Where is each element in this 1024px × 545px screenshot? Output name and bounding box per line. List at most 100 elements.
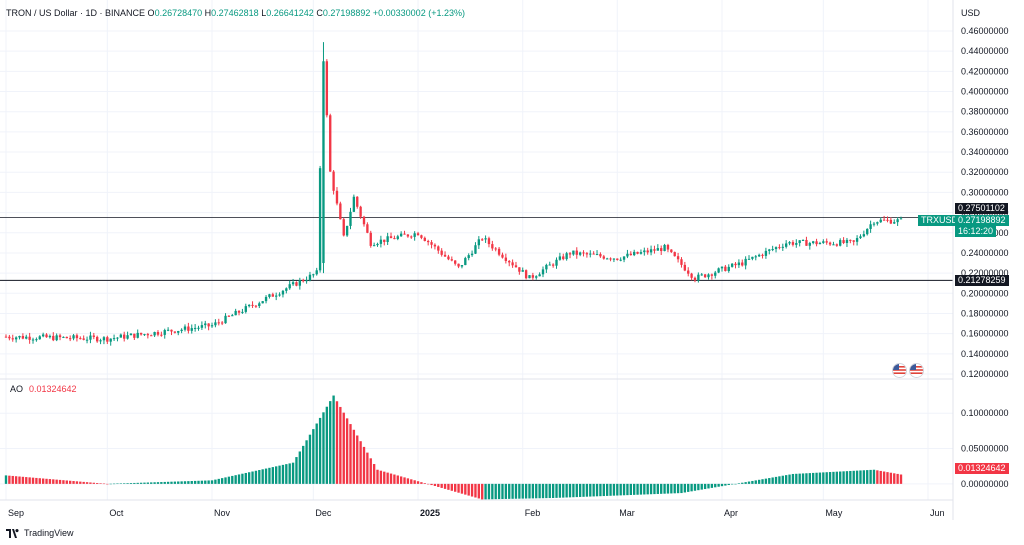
ao-bar[interactable]	[396, 475, 399, 484]
ao-bar[interactable]	[643, 483, 646, 495]
ao-bar[interactable]	[302, 445, 305, 484]
ao-bar[interactable]	[187, 481, 190, 484]
candle-body[interactable]	[443, 254, 447, 257]
candle-body[interactable]	[437, 246, 440, 251]
ao-bar[interactable]	[278, 465, 281, 484]
ao-bar[interactable]	[646, 483, 649, 495]
ao-bar[interactable]	[582, 483, 585, 497]
ao-bar[interactable]	[136, 482, 139, 484]
ao-bar[interactable]	[99, 483, 102, 484]
candle-body[interactable]	[757, 254, 761, 257]
candle-body[interactable]	[153, 332, 156, 336]
candle-body[interactable]	[852, 240, 855, 242]
candle-body[interactable]	[312, 274, 315, 276]
ao-bar[interactable]	[717, 483, 720, 487]
candle-body[interactable]	[227, 315, 231, 317]
candle-body[interactable]	[622, 256, 626, 260]
candle-body[interactable]	[849, 239, 852, 241]
ao-bar[interactable]	[312, 429, 315, 484]
candle-body[interactable]	[220, 322, 224, 324]
ao-bar[interactable]	[35, 477, 38, 484]
candle-body[interactable]	[264, 296, 268, 302]
candle-body[interactable]	[136, 332, 139, 338]
ao-bar[interactable]	[224, 477, 227, 484]
candle-body[interactable]	[52, 335, 55, 341]
ao-bar[interactable]	[649, 483, 653, 495]
ao-bar[interactable]	[747, 481, 751, 484]
ao-bar[interactable]	[4, 475, 8, 484]
candle-body[interactable]	[737, 262, 741, 266]
ao-bar[interactable]	[217, 478, 220, 484]
ao-bar[interactable]	[200, 480, 204, 484]
ao-bar[interactable]	[210, 480, 214, 484]
ao-bar[interactable]	[423, 483, 426, 484]
ao-bar[interactable]	[676, 483, 680, 494]
candle-body[interactable]	[247, 304, 251, 307]
ao-bar[interactable]	[163, 481, 166, 484]
candle-body[interactable]	[497, 248, 501, 255]
ao-bar[interactable]	[420, 482, 423, 484]
ao-bar[interactable]	[197, 480, 200, 484]
candle-body[interactable]	[761, 254, 764, 256]
ao-bar[interactable]	[504, 483, 508, 499]
ao-bar[interactable]	[680, 483, 683, 494]
ao-bar[interactable]	[585, 483, 589, 497]
candle-body[interactable]	[845, 239, 849, 244]
candle-body[interactable]	[4, 336, 8, 338]
candle-body[interactable]	[693, 277, 697, 281]
candle-body[interactable]	[72, 335, 75, 339]
ao-bar[interactable]	[52, 479, 55, 484]
candle-body[interactable]	[747, 258, 751, 260]
candle-body[interactable]	[862, 234, 866, 237]
candle-body[interactable]	[426, 240, 430, 243]
ao-bar[interactable]	[896, 473, 899, 484]
ao-bar[interactable]	[727, 483, 730, 486]
ao-bar[interactable]	[761, 479, 764, 484]
ao-bar[interactable]	[855, 470, 859, 484]
candle-body[interactable]	[112, 338, 116, 340]
candle-body[interactable]	[271, 294, 274, 297]
candle-body[interactable]	[8, 336, 11, 339]
ao-bar[interactable]	[139, 482, 143, 484]
candle-body[interactable]	[372, 245, 376, 247]
ao-bar[interactable]	[75, 481, 79, 484]
candle-body[interactable]	[649, 249, 653, 253]
ao-bar[interactable]	[524, 483, 528, 499]
candle-body[interactable]	[75, 335, 79, 339]
ao-bar[interactable]	[345, 418, 349, 484]
candle-body[interactable]	[585, 253, 589, 255]
candle-body[interactable]	[396, 236, 399, 239]
candle-body[interactable]	[298, 280, 302, 286]
candle-body[interactable]	[146, 334, 150, 336]
candle-body[interactable]	[801, 239, 805, 241]
ao-bar[interactable]	[575, 483, 578, 498]
candle-body[interactable]	[21, 335, 25, 339]
ao-bar[interactable]	[268, 467, 271, 484]
candle-body[interactable]	[376, 243, 379, 246]
ao-bar[interactable]	[207, 480, 210, 484]
ao-bar[interactable]	[798, 473, 801, 484]
candle-body[interactable]	[633, 251, 636, 256]
ao-bar[interactable]	[241, 473, 244, 484]
ao-bar[interactable]	[234, 475, 237, 484]
candle-body[interactable]	[866, 228, 869, 235]
candle-body[interactable]	[707, 274, 710, 278]
ao-bar[interactable]	[126, 483, 129, 484]
candle-body[interactable]	[89, 335, 92, 340]
candle-body[interactable]	[295, 282, 298, 286]
candle-body[interactable]	[315, 270, 318, 275]
candlestick-series[interactable]	[4, 42, 903, 346]
ao-bar[interactable]	[700, 483, 703, 490]
ao-bar[interactable]	[379, 470, 383, 484]
ao-bar[interactable]	[768, 478, 771, 484]
candle-body[interactable]	[568, 253, 572, 255]
ao-bar[interactable]	[454, 483, 457, 492]
candle-body[interactable]	[855, 238, 859, 242]
ao-bar[interactable]	[663, 483, 666, 494]
ao-bar[interactable]	[690, 483, 693, 492]
candle-body[interactable]	[754, 256, 757, 258]
ao-bar[interactable]	[180, 481, 183, 484]
ao-bar[interactable]	[737, 483, 741, 484]
candle-body[interactable]	[896, 219, 899, 223]
candle-body[interactable]	[639, 252, 643, 254]
